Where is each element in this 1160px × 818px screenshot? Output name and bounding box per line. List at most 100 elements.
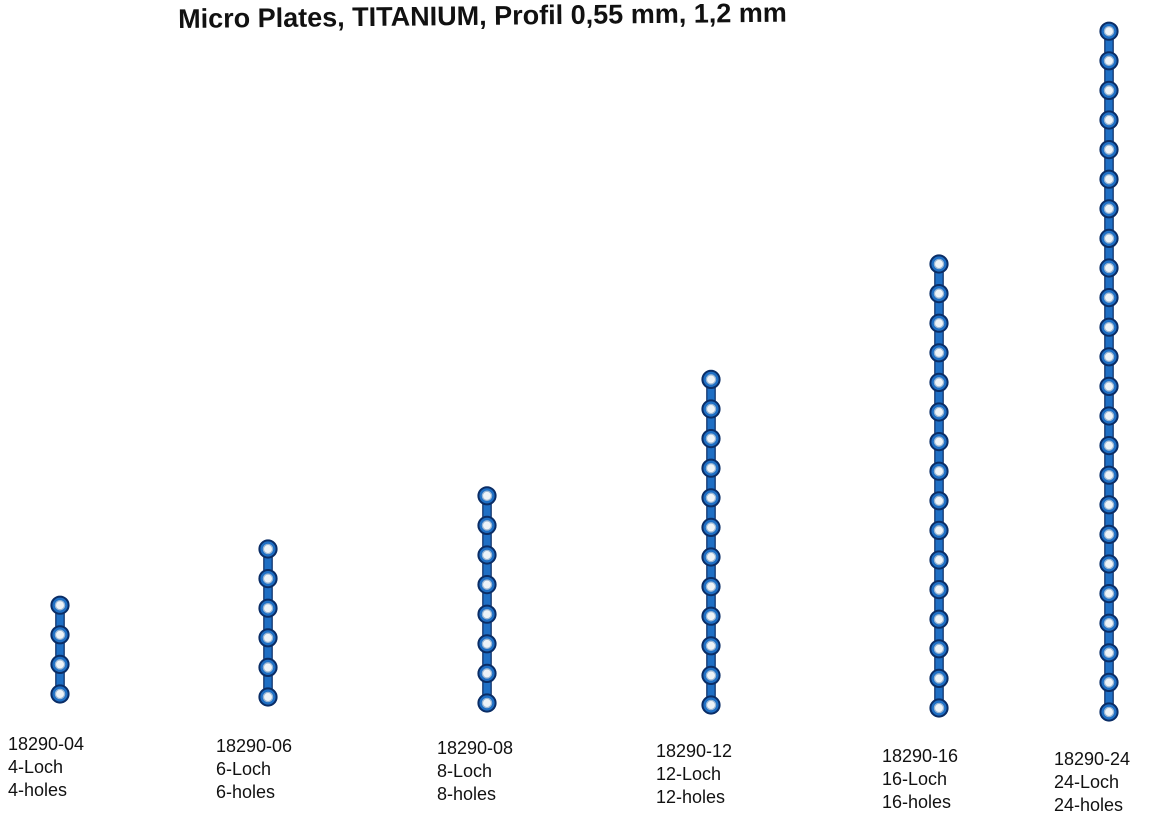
screw-hole <box>933 465 945 477</box>
screw-hole <box>1103 233 1115 244</box>
plate-08 <box>477 486 497 713</box>
screw-hole <box>705 403 717 415</box>
plate-caption-16: 18290-16 16-Loch 16-holes <box>882 745 958 814</box>
plate-12 <box>701 369 721 715</box>
screw-hole <box>1103 85 1115 96</box>
screw-hole <box>705 374 717 385</box>
plate-24 <box>1099 21 1119 722</box>
screw-hole <box>1103 203 1115 215</box>
plate-caption-12: 18290-12 12-Loch 12-holes <box>656 740 732 809</box>
plate-label-de: 6-Loch <box>216 759 272 779</box>
plate-bar <box>1104 30 1114 713</box>
screw-hole <box>705 462 717 474</box>
screw-hole <box>1103 499 1115 511</box>
screw-hole <box>933 317 945 329</box>
screw-hole <box>262 632 274 644</box>
screw-hole <box>262 573 274 584</box>
screw-hole <box>1103 529 1115 540</box>
screw-hole <box>1103 114 1115 126</box>
screw-hole <box>1103 144 1115 155</box>
plate-caption-24: 18290-24 24-Loch 24-holes <box>1054 748 1130 817</box>
plate-code: 18290-12 <box>656 741 733 761</box>
screw-hole <box>933 436 945 447</box>
screw-hole <box>262 662 274 673</box>
screw-hole <box>705 492 717 504</box>
plate-code: 18290-08 <box>437 738 514 758</box>
plate-caption-04: 18290-04 4-Loch 4-holes <box>8 733 84 802</box>
screw-hole <box>933 554 945 566</box>
screw-hole <box>705 551 717 563</box>
screw-hole <box>705 581 717 592</box>
screw-hole <box>54 659 66 670</box>
screw-hole <box>1103 321 1115 333</box>
screw-hole <box>1103 262 1115 274</box>
screw-hole <box>481 638 493 650</box>
plate-04 <box>50 595 70 704</box>
screw-hole <box>1103 173 1115 185</box>
screw-hole <box>54 599 66 611</box>
plate-label-de: 8-Loch <box>437 761 493 781</box>
screw-hole <box>262 691 274 703</box>
screw-hole <box>1103 558 1115 570</box>
plate-label-de: 24-Loch <box>1054 772 1120 792</box>
screw-hole <box>481 490 493 502</box>
screw-hole <box>933 406 945 418</box>
screw-hole <box>1103 469 1115 481</box>
screw-hole <box>262 602 274 614</box>
screw-hole <box>933 377 945 388</box>
screw-hole <box>481 697 493 709</box>
plate-code: 18290-24 <box>1054 749 1131 769</box>
screw-hole <box>1103 588 1115 599</box>
screw-hole <box>933 347 945 359</box>
screw-hole <box>705 522 717 533</box>
screw-hole <box>1103 706 1115 718</box>
screw-hole <box>705 640 717 652</box>
screw-hole <box>705 699 717 711</box>
screw-hole <box>1103 381 1115 392</box>
plate-label-en: 16-holes <box>882 792 952 812</box>
plate-label-en: 24-holes <box>1054 795 1124 815</box>
screw-hole <box>54 688 66 700</box>
plate-code: 18290-04 <box>8 734 85 754</box>
plate-16 <box>929 254 949 718</box>
screw-hole <box>933 288 945 299</box>
plate-code: 18290-06 <box>216 736 293 756</box>
screw-hole <box>1103 292 1115 303</box>
screw-hole <box>1103 55 1115 67</box>
screw-hole <box>54 629 66 641</box>
plate-caption-06: 18290-06 6-Loch 6-holes <box>216 735 292 804</box>
screw-hole <box>481 579 493 590</box>
screw-hole <box>933 643 945 655</box>
screw-hole <box>705 433 717 444</box>
plate-bar <box>706 378 716 706</box>
screw-hole <box>933 258 945 270</box>
screw-hole <box>481 520 493 531</box>
screw-hole <box>481 549 493 561</box>
screw-hole <box>481 668 493 679</box>
screw-hole <box>933 613 945 625</box>
screw-hole <box>1103 677 1115 688</box>
screw-hole <box>933 495 945 507</box>
screw-hole <box>933 584 945 595</box>
plate-bar <box>55 604 65 695</box>
screw-hole <box>1103 351 1115 363</box>
screw-hole <box>1103 25 1115 37</box>
screw-hole <box>481 608 493 620</box>
screw-hole <box>1103 647 1115 659</box>
plate-label-en: 6-holes <box>216 782 276 802</box>
screw-hole <box>1103 617 1115 629</box>
plate-label-de: 16-Loch <box>882 769 948 789</box>
screw-hole <box>262 543 274 555</box>
screw-hole <box>933 525 945 536</box>
screw-hole <box>933 702 945 714</box>
plate-label-en: 4-holes <box>8 780 68 800</box>
plate-caption-08: 18290-08 8-Loch 8-holes <box>437 737 513 806</box>
screw-hole <box>1103 440 1115 451</box>
plate-code: 18290-16 <box>882 746 959 766</box>
screw-hole <box>1103 410 1115 422</box>
plate-label-de: 12-Loch <box>656 764 722 784</box>
plate-label-en: 12-holes <box>656 787 726 807</box>
plate-label-de: 4-Loch <box>8 757 64 777</box>
screw-hole <box>705 610 717 622</box>
